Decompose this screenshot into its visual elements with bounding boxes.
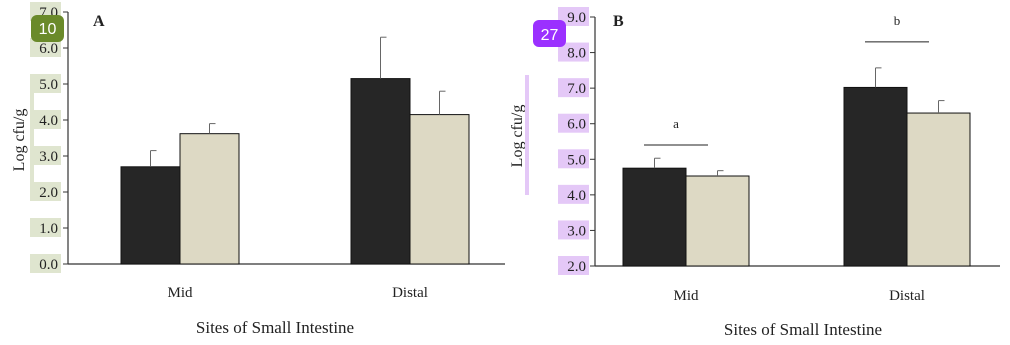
panel-b-plot: 2.0 3.0 4.0 5.0 6.0 7.0 8.0 9.0 Mid Distal a b	[525, 7, 1000, 304]
panel-a: A Sites of Small Intestine Log cfu/g 0.0…	[11, 2, 505, 337]
panel-a-ylabel: Log cfu/g	[11, 109, 28, 172]
y-tick-label: 3.0	[39, 149, 58, 165]
bar	[409, 114, 470, 265]
y-tick-highlight	[30, 254, 61, 273]
bar	[685, 175, 750, 267]
panel-b-ylabel: Log cfu/g	[509, 105, 526, 168]
y-tick-label: 1.0	[39, 221, 58, 237]
y-tick-label: 9.0	[567, 10, 586, 26]
badge-background	[31, 15, 64, 42]
badge-panel-b: 27	[533, 20, 566, 47]
y-tick-label: 5.0	[39, 77, 58, 93]
bar	[120, 166, 181, 265]
significance-label: b	[894, 13, 901, 28]
y-tick-label: 6.0	[567, 117, 586, 133]
bar	[179, 133, 240, 265]
x-tick-label: Mid	[673, 288, 699, 304]
y-tick-highlight	[558, 149, 589, 169]
y-tick-highlight	[558, 42, 589, 62]
badge-label: 10	[39, 21, 57, 38]
bar	[906, 112, 971, 267]
y-tick-highlight	[30, 110, 61, 129]
y-tick-highlight	[558, 256, 589, 275]
y-tick-highlight	[558, 113, 589, 133]
bar	[843, 86, 908, 267]
bar	[622, 167, 687, 267]
badge-background	[533, 20, 566, 47]
panel-b: B Sites of Small Intestine Log cfu/g 2.0…	[509, 7, 1000, 339]
panel-b-letter: B	[613, 13, 624, 30]
y-tick-label: 4.0	[39, 113, 58, 129]
y-tick-highlight	[30, 218, 61, 237]
panel-a-xlabel: Sites of Small Intestine	[196, 318, 354, 337]
y-tick-highlight	[558, 184, 589, 204]
y-tick-label: 3.0	[567, 223, 586, 239]
y-tick-label: 4.0	[567, 188, 586, 204]
y-tick-highlight	[30, 182, 61, 201]
significance-label: a	[673, 116, 679, 131]
ylabel-highlight-strip	[30, 80, 34, 200]
y-tick-label: 2.0	[39, 185, 58, 201]
x-tick-label: Mid	[167, 285, 193, 301]
y-tick-highlight	[30, 38, 61, 57]
y-tick-highlight	[30, 146, 61, 165]
y-tick-highlight	[558, 7, 589, 26]
y-tick-highlight	[558, 220, 589, 240]
badge-label: 27	[541, 27, 559, 44]
y-tick-highlight	[30, 74, 61, 93]
bar	[350, 78, 411, 265]
y-tick-label: 8.0	[567, 46, 586, 62]
x-tick-label: Distal	[889, 288, 925, 304]
ylabel-highlight-strip	[525, 75, 529, 195]
y-tick-label: 0.0	[39, 257, 58, 273]
badge-panel-a: 10	[31, 15, 64, 42]
y-tick-highlight	[558, 78, 589, 98]
panel-b-xlabel: Sites of Small Intestine	[724, 320, 882, 339]
y-tick-label: 6.0	[39, 41, 58, 57]
panel-a-letter: A	[93, 13, 105, 30]
y-tick-label: 7.0	[567, 81, 586, 97]
y-tick-label: 2.0	[567, 259, 586, 275]
x-tick-label: Distal	[392, 285, 428, 301]
y-tick-label: 5.0	[567, 152, 586, 168]
